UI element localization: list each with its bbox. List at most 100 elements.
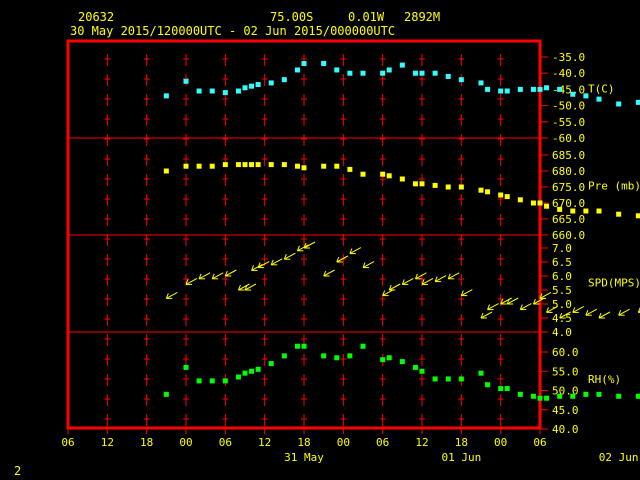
data-point	[249, 83, 255, 89]
y-tick-label: -45.0	[552, 83, 585, 96]
wind-arrow-point	[447, 272, 460, 280]
data-point	[570, 393, 576, 399]
x-date-label: 02 Jun	[599, 451, 639, 464]
wind-arrow-point	[349, 247, 362, 255]
data-point	[163, 391, 169, 397]
data-point	[347, 70, 353, 76]
x-tick-label: 12	[258, 436, 271, 449]
data-point	[399, 62, 405, 68]
data-point	[268, 361, 274, 367]
y-tick-label: 660.0	[552, 229, 585, 242]
data-point	[478, 370, 484, 376]
wind-arrow-point	[546, 305, 558, 313]
data-point	[557, 206, 563, 212]
data-point	[183, 78, 189, 84]
y-axis-ticks: -35.0 -40.0 -45.0 -50.0 -55.0 -60.0 T(C) 685.0 6…	[540, 51, 640, 436]
wind-arrow-point	[559, 311, 571, 319]
x-tick-label: 00	[494, 436, 507, 449]
data-point	[294, 163, 300, 169]
wind-arrow-point	[532, 297, 545, 305]
y-tick-label: -60.0	[552, 132, 585, 145]
data-point	[504, 194, 510, 200]
wind-arrow-point	[487, 303, 499, 311]
wind-arrow-point	[251, 263, 263, 271]
x-tick-label: 06	[376, 436, 389, 449]
wind-arrow-point	[421, 277, 434, 285]
wind-arrow-point	[224, 269, 237, 277]
data-point	[616, 393, 622, 399]
wind-arrow-point	[506, 297, 519, 305]
wind-arrow-point	[460, 289, 473, 297]
station-id: 20632	[78, 10, 114, 24]
data-point	[537, 200, 543, 206]
data-point	[557, 393, 563, 399]
wind-arrow-point	[519, 303, 532, 311]
data-point	[478, 80, 484, 86]
data-point	[445, 376, 451, 382]
wind-arrow-point	[434, 275, 447, 283]
x-tick-label: 06	[219, 436, 232, 449]
data-point	[616, 211, 622, 217]
wind-arrow-point	[270, 258, 283, 266]
data-point	[196, 163, 202, 169]
x-tick-label: 12	[415, 436, 428, 449]
wind-arrow-point	[237, 283, 250, 291]
data-point	[235, 88, 241, 94]
wind-arrow-point	[362, 261, 375, 269]
data-point	[530, 86, 536, 92]
data-point	[163, 168, 169, 174]
wind-arrow-point	[382, 289, 394, 297]
data-point	[419, 70, 425, 76]
wind-arrow-point	[336, 255, 349, 263]
data-point	[517, 86, 523, 92]
data-point	[616, 101, 622, 107]
data-point	[380, 70, 386, 76]
wind-arrow-point	[585, 308, 598, 316]
data-point	[537, 86, 543, 92]
data-point	[445, 184, 451, 190]
x-tick-label: 00	[337, 436, 350, 449]
data-point	[255, 366, 261, 372]
page-number: 2	[14, 464, 21, 478]
data-point	[196, 378, 202, 384]
x-tick-label: 18	[297, 436, 310, 449]
data-point	[498, 88, 504, 94]
data-point	[386, 67, 392, 73]
y-tick-label: 5.5	[552, 284, 572, 297]
data-point	[294, 343, 300, 349]
x-tick-label: 06	[533, 436, 546, 449]
y-axis-label: RH(%)	[588, 373, 621, 386]
data-point	[530, 200, 536, 206]
data-point	[485, 382, 491, 388]
wind-arrow-point	[257, 261, 270, 269]
y-tick-label: 7.0	[552, 242, 572, 255]
y-tick-label: 685.0	[552, 149, 585, 162]
data-point	[544, 203, 550, 209]
data-point	[530, 393, 536, 399]
data-point	[347, 353, 353, 359]
time-range: 30 May 2015/120000UTC - 02 Jun 2015/0000…	[70, 24, 395, 38]
data-point	[255, 162, 261, 168]
y-tick-label: 6.0	[552, 270, 572, 283]
data-point	[412, 181, 418, 187]
data-point	[242, 162, 248, 168]
data-point	[222, 90, 228, 96]
wind-arrow-point	[198, 272, 211, 280]
data-point	[445, 73, 451, 79]
x-date-label: 01 Jun	[441, 451, 481, 464]
data-point	[458, 77, 464, 83]
wind-arrow-point	[539, 291, 552, 299]
y-tick-label: 665.0	[552, 213, 585, 226]
data-point	[360, 343, 366, 349]
data-point	[386, 355, 392, 361]
x-tick-label: 00	[179, 436, 192, 449]
x-tick-label: 12	[101, 436, 114, 449]
data-point	[183, 364, 189, 370]
wind-arrow-point	[414, 272, 427, 280]
y-tick-label: 675.0	[552, 181, 585, 194]
data-point	[485, 86, 491, 92]
data-point	[209, 163, 215, 169]
data-point	[386, 173, 392, 179]
data-point	[583, 93, 589, 99]
